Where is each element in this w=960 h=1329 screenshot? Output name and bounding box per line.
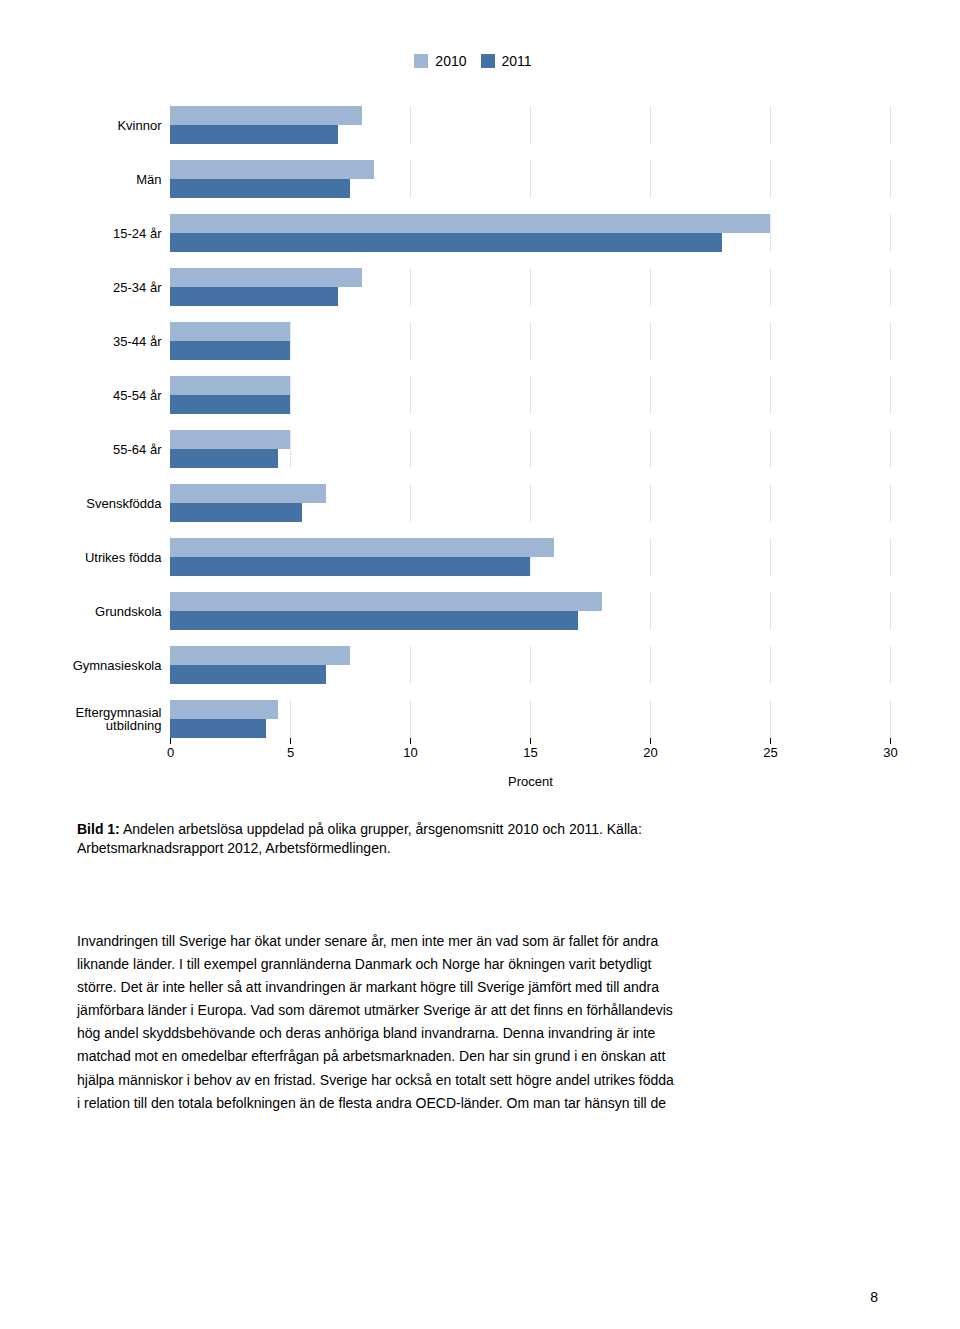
svg-text:25-34 år: 25-34 år — [113, 280, 162, 295]
svg-text:25: 25 — [763, 745, 777, 760]
html-text:2010: 2010 — [435, 52, 467, 69]
svg-text:Svenskfödda: Svenskfödda — [86, 496, 162, 511]
html-text:Bild 1: Andelen arbetslösa upp: Bild 1: Andelen arbetslösa uppdelad på o… — [77, 821, 642, 856]
html-text:8: 8 — [870, 1289, 878, 1305]
html-text:2011: 2011 — [501, 52, 532, 69]
svg-text:15: 15 — [523, 745, 537, 760]
svg-text:Kvinnor: Kvinnor — [117, 118, 162, 133]
svg-text:Eftergymnasialutbildning: Eftergymnasialutbildning — [76, 705, 162, 733]
html-text:Invandringen till Sverige har: Invandringen till Sverige har ökat under… — [77, 933, 674, 1111]
svg-text:Utrikes födda: Utrikes födda — [85, 550, 162, 565]
svg-text:Grundskola: Grundskola — [95, 604, 162, 619]
svg-text:15-24 år: 15-24 år — [113, 226, 162, 241]
svg-text:Gymnasieskola: Gymnasieskola — [73, 658, 163, 673]
svg-text:10: 10 — [403, 745, 417, 760]
svg-text:45-54 år: 45-54 år — [113, 388, 162, 403]
svg-text:35-44 år: 35-44 år — [113, 334, 162, 349]
svg-text:0: 0 — [167, 745, 174, 760]
svg-text:20: 20 — [643, 745, 657, 760]
svg-text:30: 30 — [883, 745, 897, 760]
svg-text:Män: Män — [136, 172, 161, 187]
svg-text:5: 5 — [287, 745, 294, 760]
svg-text:55-64 år: 55-64 år — [113, 442, 162, 457]
svg-text:Procent: Procent — [508, 774, 553, 789]
